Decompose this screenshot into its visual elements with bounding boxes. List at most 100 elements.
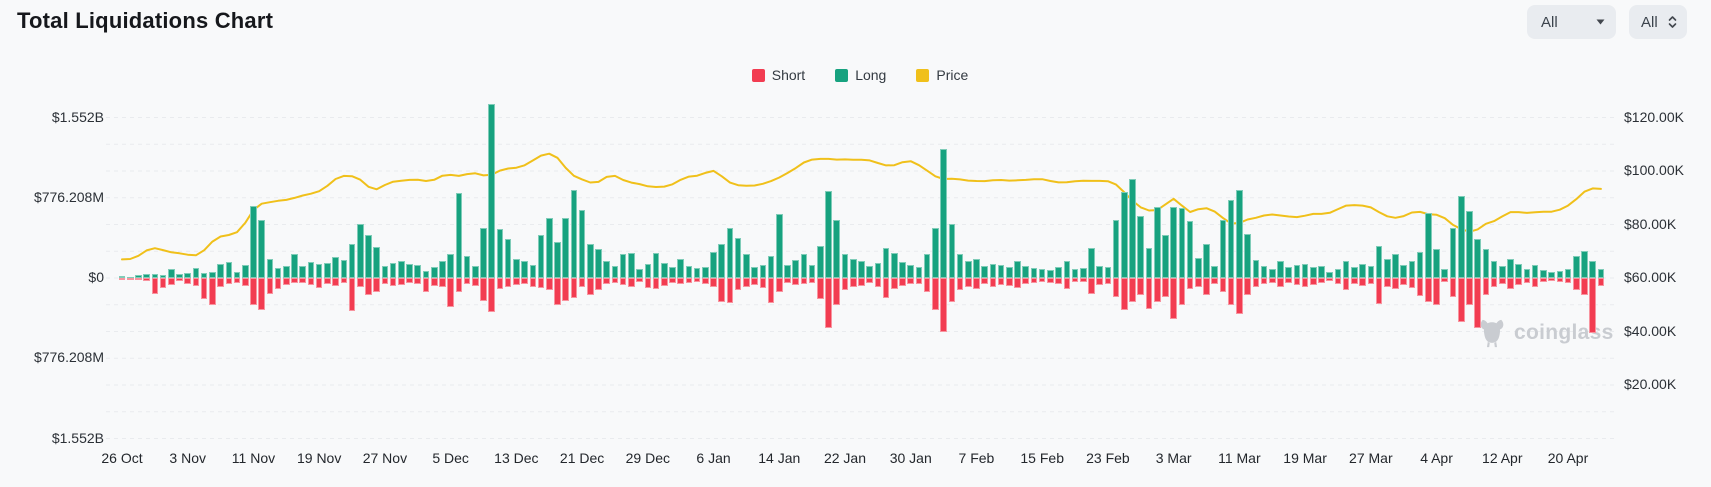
short-bar (595, 278, 602, 291)
short-bar (381, 278, 389, 285)
short-bar (398, 278, 405, 286)
legend-label-short: Short (771, 67, 806, 83)
long-bar (447, 254, 454, 278)
long-bar (603, 260, 611, 278)
long-bar (948, 224, 956, 278)
short-bar (356, 278, 364, 288)
short-bar (1392, 278, 1399, 290)
legend-item-price[interactable]: Price (916, 67, 968, 83)
y-axis-label-right: $40.00K (1624, 322, 1677, 339)
short-bar (513, 278, 520, 286)
x-axis-label: 3 Mar (1155, 450, 1192, 466)
long-bar (513, 259, 520, 278)
long-bar (1441, 268, 1449, 278)
short-bar (1244, 278, 1251, 295)
long-bar (1375, 245, 1383, 278)
short-bar (233, 278, 241, 283)
long-bar (767, 256, 775, 278)
long-bar (1326, 271, 1334, 278)
price-line (121, 152, 1602, 261)
short-bar (554, 278, 561, 305)
long-bar (1260, 265, 1268, 278)
x-axis-label: 5 Dec (432, 450, 469, 466)
long-bar (1194, 258, 1202, 278)
short-bar (176, 278, 183, 281)
y-axis-label-right: $60.00K (1624, 269, 1677, 285)
y-axis-label-right: $100.00K (1624, 162, 1684, 178)
short-bar (1400, 278, 1407, 286)
short-bar (775, 278, 783, 293)
long-bar (332, 256, 339, 278)
long-bar (849, 258, 857, 278)
long-bar (1145, 248, 1153, 278)
sort-filter-dropdown[interactable]: All (1629, 5, 1687, 39)
x-axis-label: 26 Oct (101, 450, 143, 466)
long-bar (1047, 269, 1054, 278)
long-bar (439, 261, 446, 278)
long-bar (291, 254, 298, 278)
long-bar (1318, 265, 1325, 278)
watermark-text: coinglass (1514, 321, 1614, 344)
short-bar (1359, 278, 1366, 286)
short-bar (619, 278, 627, 286)
long-bar (480, 228, 487, 278)
short-bar (669, 278, 676, 283)
long-bar (981, 265, 988, 278)
short-bar (1416, 278, 1424, 296)
long-bar (1449, 228, 1457, 278)
long-bar (784, 264, 791, 278)
short-bar (324, 278, 331, 285)
short-bar (907, 278, 915, 285)
long-bar (1293, 264, 1301, 278)
long-bar (1359, 263, 1366, 278)
long-bar (660, 263, 668, 278)
short-bar (1006, 278, 1013, 286)
coin-filter-dropdown[interactable]: All (1527, 5, 1616, 39)
short-bar (504, 278, 512, 288)
short-bar (874, 278, 882, 287)
short-bar (841, 278, 849, 291)
long-bar (964, 261, 972, 278)
short-bar (1408, 278, 1416, 288)
long-bar (817, 245, 824, 278)
short-bar (817, 278, 824, 299)
long-bar (225, 262, 233, 278)
short-bar (603, 278, 611, 285)
short-bar (1252, 278, 1260, 288)
short-bar (1564, 278, 1572, 283)
legend-item-long[interactable]: Long (835, 67, 886, 83)
short-bar (1482, 278, 1490, 295)
short-bar (1457, 278, 1465, 323)
long-bar (274, 268, 282, 278)
long-bar (1219, 220, 1227, 278)
y-axis-label-left: $1.552B (51, 429, 104, 446)
x-axis-label: 29 Dec (625, 450, 670, 466)
legend-item-short[interactable]: Short (751, 67, 806, 83)
long-bar (1268, 268, 1276, 278)
short-bar (488, 278, 495, 313)
y-axis-label-left: $1.552B (51, 108, 104, 125)
short-bar (1334, 278, 1342, 284)
x-axis-label: 3 Nov (169, 450, 206, 466)
short-bar (866, 278, 873, 284)
short-bar (414, 278, 422, 284)
short-bar (1548, 278, 1555, 282)
long-bar (167, 269, 175, 278)
short-bar (702, 278, 709, 284)
long-bar (882, 248, 890, 278)
long-bar (414, 264, 422, 278)
long-bar (1129, 178, 1136, 278)
short-bar (899, 278, 906, 287)
short-bar (225, 278, 233, 285)
short-bar (291, 278, 298, 283)
y-axis-label-left: $776.208M (33, 188, 104, 205)
short-bar (1112, 278, 1120, 297)
long-bar (1038, 269, 1046, 278)
short-bar (1063, 278, 1071, 290)
long-bar (1515, 263, 1522, 278)
long-bar (1096, 265, 1103, 278)
long-bar (250, 205, 257, 278)
long-bar (389, 263, 397, 278)
short-bar (1540, 278, 1547, 283)
